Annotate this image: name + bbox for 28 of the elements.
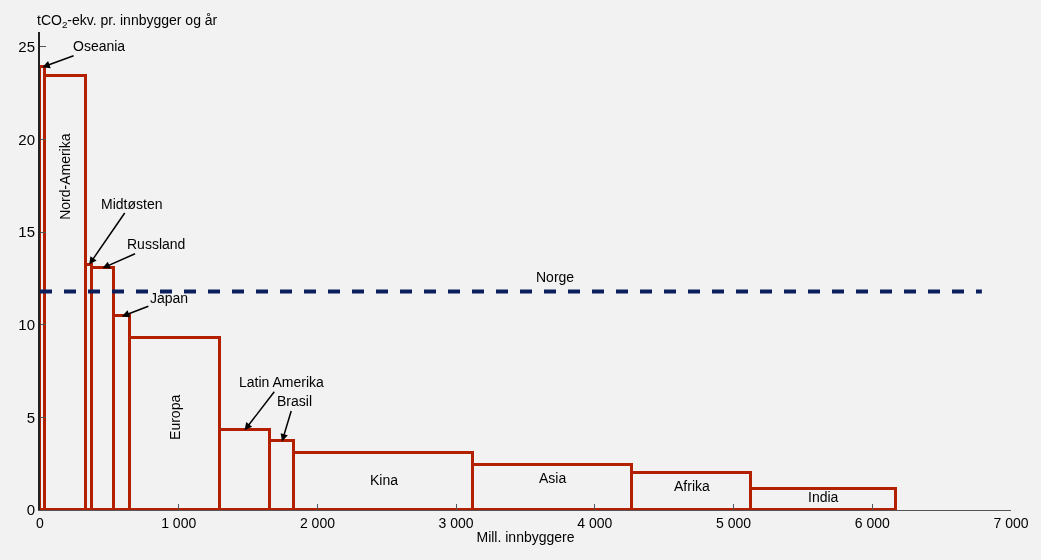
annotation: Brasil: [277, 393, 313, 409]
x-tick-label: 1 000: [161, 514, 197, 531]
y-tick-label: 10: [18, 315, 35, 333]
annotation: Afrika: [674, 478, 710, 494]
annotation: Midtøsten: [101, 196, 163, 212]
x-axis-title: Mill. innbyggere: [476, 529, 575, 546]
x-tick-label: 2 000: [299, 514, 336, 531]
annotation: India: [808, 489, 839, 505]
y-tick-label: 25: [18, 38, 35, 56]
annotation: Latin Amerika: [239, 374, 325, 390]
x-tick-label: 4 000: [577, 514, 613, 531]
annotation: Asia: [539, 470, 567, 486]
y-axis-title: tCO$_{2}$-ekv. pr. innbygger og år: [37, 12, 218, 30]
annotation: Japan: [150, 290, 189, 306]
y-tick-label: 0: [26, 501, 35, 519]
x-tick-label: 3 000: [438, 514, 474, 531]
x-tick-label: 5 000: [716, 514, 752, 531]
annotation: Europa: [167, 394, 184, 440]
y-tick-label: 15: [18, 223, 35, 241]
y-tick-label: 5: [26, 408, 35, 426]
annotation: Kina: [370, 472, 399, 488]
annotation: Russland: [127, 236, 186, 252]
ref-line-label: Norge: [536, 269, 575, 285]
y-tick-label: 20: [18, 130, 35, 148]
x-tick-label: 7 000: [993, 514, 1029, 531]
annotation: Nord-Amerika: [57, 133, 74, 220]
annotation: Oseania: [73, 38, 126, 54]
x-tick-label: 6 000: [854, 514, 891, 531]
